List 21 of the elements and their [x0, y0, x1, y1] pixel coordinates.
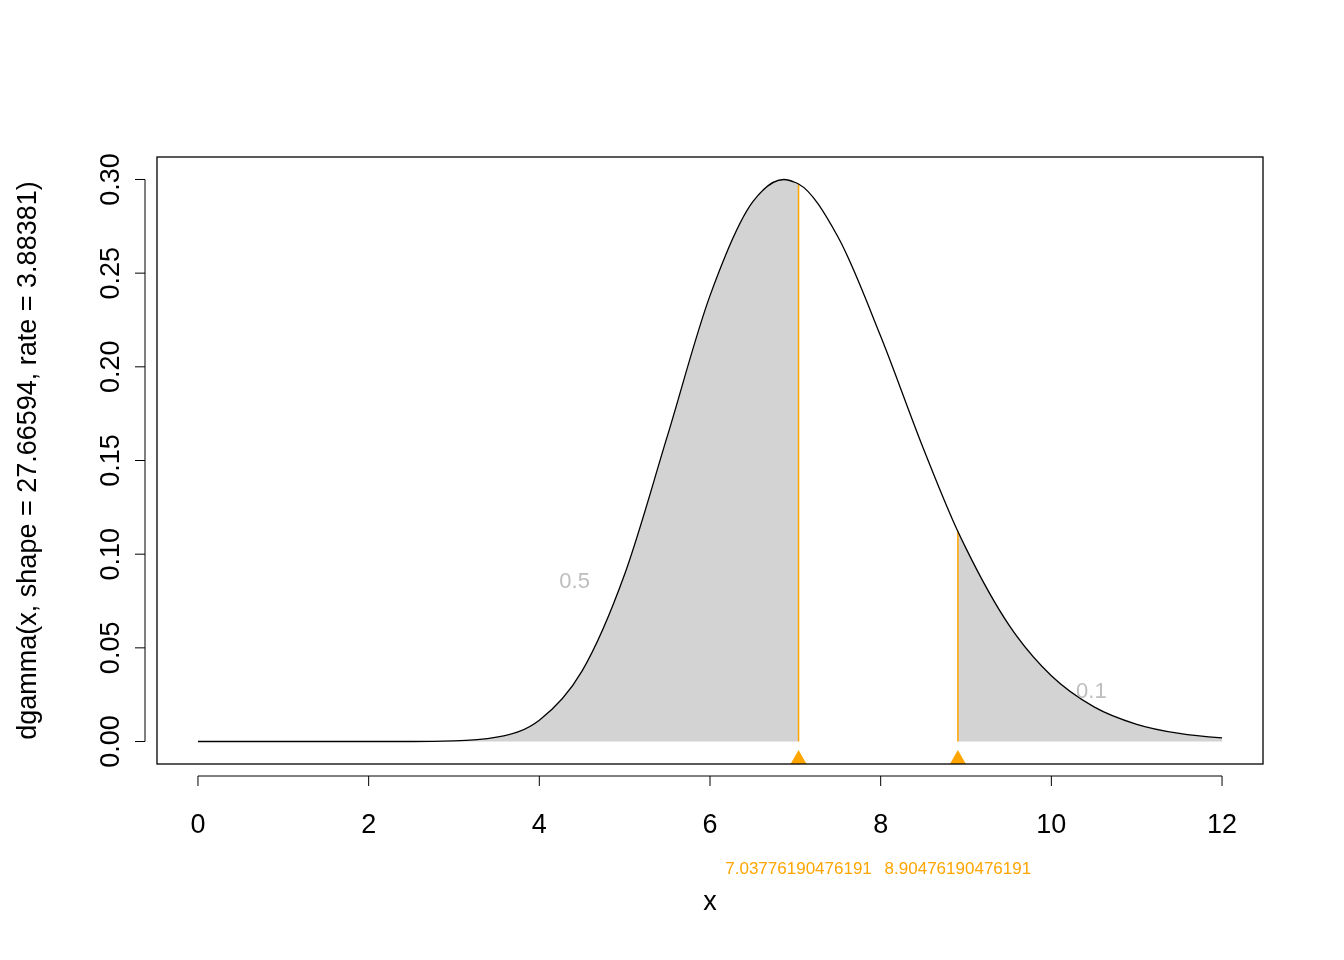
x-axis-title: x [703, 886, 718, 916]
annotation: 0.5 [559, 568, 590, 594]
x-tick-label: 10 [1036, 809, 1067, 839]
y-tick-label: 0.25 [95, 246, 125, 300]
y-axis-title: dgamma(x, shape = 27.66594, rate = 3.88381) [12, 181, 42, 740]
x-tick-label: 2 [361, 809, 377, 839]
ref-line-label: 8.90476190476191 [884, 859, 1032, 878]
y-tick-label: 0.05 [95, 621, 125, 675]
x-tick-label: 6 [702, 809, 718, 839]
y-tick-label: 0.15 [95, 434, 125, 487]
x-tick-label: 8 [873, 809, 889, 839]
ref-line-label: 7.03776190476191 [725, 859, 872, 878]
y-tick-label: 0.00 [95, 715, 125, 768]
y-tick-label: 0.30 [95, 153, 125, 206]
line-series [197, 178, 1223, 743]
annotation: 0.1 [1076, 678, 1107, 704]
x-tick-label: 0 [190, 809, 206, 839]
x-tick-label: 4 [531, 809, 547, 839]
x-tick-label: 12 [1207, 809, 1238, 839]
y-tick-label: 0.10 [95, 527, 125, 581]
y-tick-label: 0.20 [95, 340, 125, 394]
